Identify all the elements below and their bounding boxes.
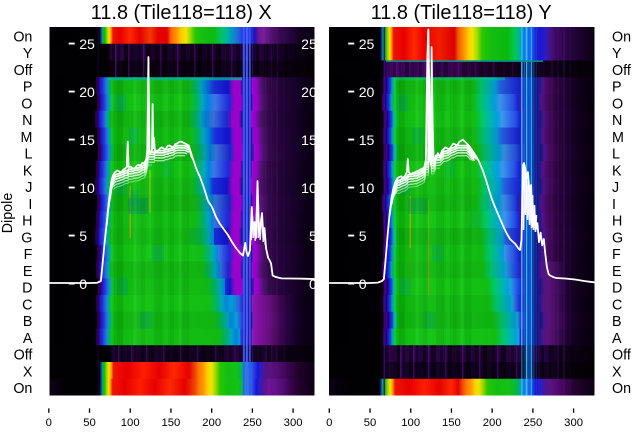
svg-text:F: F xyxy=(612,247,621,263)
svg-text:C: C xyxy=(612,298,622,314)
svg-text:15: 15 xyxy=(359,132,375,148)
svg-text:P: P xyxy=(612,80,622,96)
svg-text:300: 300 xyxy=(284,417,303,429)
svg-text:K: K xyxy=(612,164,622,180)
svg-text:25: 25 xyxy=(301,36,317,52)
svg-text:15: 15 xyxy=(79,132,95,148)
svg-text:On: On xyxy=(13,30,32,46)
svg-text:G: G xyxy=(612,231,623,247)
svg-text:10: 10 xyxy=(301,180,317,196)
svg-text:K: K xyxy=(23,164,33,180)
svg-text:E: E xyxy=(612,264,622,280)
svg-text:Off: Off xyxy=(612,348,631,364)
svg-text:5: 5 xyxy=(79,228,87,244)
svg-text:20: 20 xyxy=(301,84,317,100)
svg-text:X: X xyxy=(612,365,622,381)
svg-text:D: D xyxy=(22,281,32,297)
svg-text:10: 10 xyxy=(79,180,95,196)
svg-text:On: On xyxy=(612,381,631,397)
svg-text:A: A xyxy=(23,331,33,347)
svg-text:H: H xyxy=(22,214,32,230)
svg-text:Off: Off xyxy=(14,63,33,79)
svg-text:On: On xyxy=(612,30,631,46)
svg-text:200: 200 xyxy=(483,417,502,429)
svg-text:0: 0 xyxy=(79,276,87,292)
svg-text:O: O xyxy=(612,97,623,113)
svg-text:E: E xyxy=(23,264,33,280)
svg-text:D: D xyxy=(612,281,622,297)
svg-text:250: 250 xyxy=(523,417,542,429)
svg-text:N: N xyxy=(22,113,32,129)
svg-text:20: 20 xyxy=(359,84,375,100)
svg-text:5: 5 xyxy=(359,228,367,244)
svg-text:I: I xyxy=(612,197,616,213)
svg-text:H: H xyxy=(612,214,622,230)
svg-text:0: 0 xyxy=(359,276,367,292)
svg-text:P: P xyxy=(23,80,33,96)
svg-text:O: O xyxy=(21,97,32,113)
svg-text:On: On xyxy=(13,381,32,397)
svg-text:A: A xyxy=(612,331,622,347)
svg-text:Y: Y xyxy=(612,46,622,62)
svg-text:300: 300 xyxy=(564,417,583,429)
svg-text:B: B xyxy=(23,314,33,330)
svg-text:B: B xyxy=(612,314,622,330)
svg-text:I: I xyxy=(28,197,32,213)
svg-text:L: L xyxy=(24,147,32,163)
svg-text:0: 0 xyxy=(46,417,52,429)
svg-text:F: F xyxy=(24,247,33,263)
svg-text:200: 200 xyxy=(202,417,221,429)
svg-text:50: 50 xyxy=(83,417,96,429)
svg-text:10: 10 xyxy=(359,180,375,196)
svg-text:J: J xyxy=(612,180,619,196)
svg-text:L: L xyxy=(612,147,620,163)
svg-text:5: 5 xyxy=(309,228,317,244)
svg-text:J: J xyxy=(25,180,32,196)
svg-text:M: M xyxy=(612,130,624,146)
svg-text:X: X xyxy=(23,365,33,381)
svg-text:50: 50 xyxy=(364,417,377,429)
svg-text:Y: Y xyxy=(23,46,33,62)
svg-text:Dipole: Dipole xyxy=(0,193,16,234)
svg-text:25: 25 xyxy=(359,36,375,52)
svg-text:Off: Off xyxy=(14,348,33,364)
svg-text:G: G xyxy=(21,231,32,247)
svg-text:Off: Off xyxy=(612,63,631,79)
svg-text:11.8 (Tile118=118) X: 11.8 (Tile118=118) X xyxy=(91,1,272,24)
svg-text:M: M xyxy=(20,130,32,146)
svg-text:15: 15 xyxy=(301,132,317,148)
svg-text:250: 250 xyxy=(243,417,262,429)
svg-text:25: 25 xyxy=(79,36,95,52)
svg-text:11.8 (Tile118=118) Y: 11.8 (Tile118=118) Y xyxy=(371,1,552,24)
svg-text:150: 150 xyxy=(442,417,461,429)
svg-text:C: C xyxy=(22,298,32,314)
svg-text:100: 100 xyxy=(121,417,140,429)
svg-text:150: 150 xyxy=(161,417,180,429)
svg-text:20: 20 xyxy=(79,84,95,100)
svg-text:0: 0 xyxy=(326,417,332,429)
svg-text:100: 100 xyxy=(401,417,420,429)
svg-text:N: N xyxy=(612,113,622,129)
svg-text:0: 0 xyxy=(309,276,317,292)
